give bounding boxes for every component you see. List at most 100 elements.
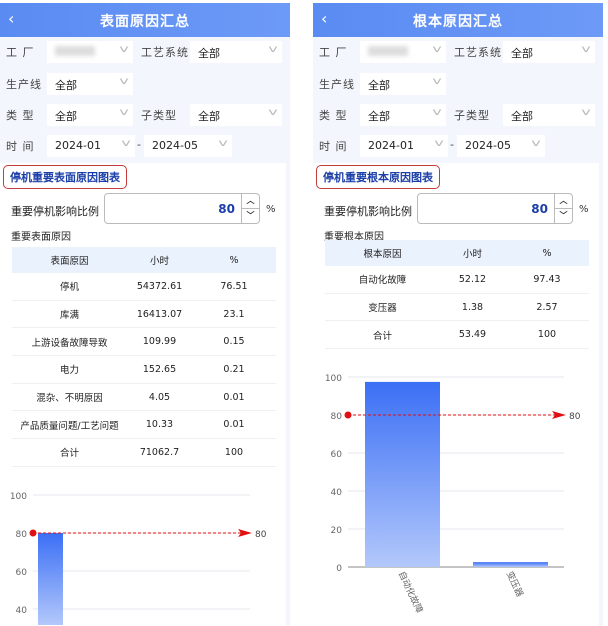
subtype-select[interactable]: 全部 v — [503, 104, 595, 126]
table-cell: 53.49 — [458, 329, 487, 341]
type-value: 全部 — [368, 110, 390, 123]
factory-value-blurred — [368, 46, 408, 56]
back-icon[interactable]: ‹ — [321, 9, 328, 28]
y-tick-label: 0 — [336, 564, 342, 574]
subtype-label: 子类型 — [141, 109, 177, 122]
time-from-value: 2024-01 — [368, 139, 414, 152]
cause-table: 根本原因 小时% 自动化故障 52.12 97.43 变压器 1.38 2.57 合计 53.49… — [325, 240, 589, 350]
process-value: 全部 — [511, 47, 533, 60]
threshold-label: 80 — [569, 412, 581, 422]
factory-select[interactable]: v — [360, 41, 446, 63]
back-icon[interactable]: ‹ — [8, 9, 15, 28]
chevron-down-icon: v — [432, 44, 442, 55]
line-select[interactable]: 全部 v — [360, 73, 446, 95]
table-cell: 100 — [537, 329, 557, 341]
ratio-input[interactable]: 80 ︿ ﹀ — [417, 193, 573, 224]
bar — [365, 381, 440, 567]
line-value: 全部 — [55, 79, 77, 92]
table-cell: 52.12 — [458, 273, 487, 285]
line-label: 生产线 — [319, 78, 355, 91]
time-label: 时 间 — [319, 140, 348, 153]
ratio-unit: % — [266, 204, 276, 215]
y-tick-label: 20 — [331, 526, 343, 536]
chevron-up-icon[interactable]: ︿ — [246, 196, 255, 205]
ratio-stepper[interactable]: ︿ ﹀ — [554, 194, 572, 223]
time-from-select[interactable]: 2024-01 v — [360, 135, 448, 157]
table-cell: 4.05 — [148, 391, 171, 403]
chevron-down-icon: v — [119, 44, 129, 55]
ratio-input[interactable]: 80 ︿ ﹀ — [104, 193, 260, 224]
type-select[interactable]: 全部 v — [47, 104, 133, 126]
y-tick-label: 40 — [331, 488, 343, 498]
table-title: 重要根本原因 — [324, 232, 384, 243]
subtype-value: 全部 — [511, 110, 533, 123]
chevron-down-icon: v — [581, 44, 591, 55]
table-cell: 变压器 — [368, 303, 397, 315]
table-row: 合计 71062.7 100 — [12, 439, 276, 467]
chevron-down-icon: v — [434, 138, 444, 149]
screen-root-causes: ‹ 根本原因汇总 工 厂 v 工艺系统 全部 v 生产线 全部 v 类 型 全部 v … — [313, 3, 603, 626]
table-cell: 合计 — [372, 330, 392, 342]
chevron-up-icon[interactable]: ︿ — [559, 196, 568, 205]
table-cell: 109.99 — [142, 336, 177, 348]
chart-card: 停机重要根本原因图表 重要停机影响比例 80 ︿ ﹀ % 重要根本原因 根本原因小… — [313, 163, 599, 626]
factory-value-blurred — [55, 46, 95, 56]
cause-table: 表面原因 小时% 停机 54372.61 76.51 库满 16413.07 23.1 上游设备… — [12, 247, 276, 467]
table-cell: 0.15 — [223, 336, 245, 348]
ratio-value: 80 — [531, 202, 548, 216]
chevron-down-icon: v — [121, 138, 131, 149]
time-separator: - — [137, 138, 142, 151]
factory-select[interactable]: v — [47, 41, 133, 63]
table-cell: 停机 — [59, 282, 79, 294]
table-row: 库满 16413.07 23.1 — [12, 301, 276, 329]
process-select[interactable]: 全部 v — [503, 41, 595, 63]
time-to-select[interactable]: 2024-05 v — [144, 135, 232, 157]
table-row: 停机 54372.61 76.51 — [12, 273, 276, 301]
time-to-select[interactable]: 2024-05 v — [457, 135, 545, 157]
table-cell: 1.38 — [461, 301, 484, 313]
type-select[interactable]: 全部 v — [360, 104, 446, 126]
threshold-dot — [29, 529, 37, 537]
pareto-chart: 40 60 80 100 80 — [10, 492, 267, 625]
table-row: 产品质量问题/工艺问题 10.33 0.01 — [12, 411, 276, 440]
chevron-down-icon: v — [581, 107, 591, 118]
time-separator: - — [450, 138, 455, 151]
subtype-select[interactable]: 全部 v — [190, 104, 282, 126]
time-to-value: 2024-05 — [465, 139, 511, 152]
table-cell: 库满 — [59, 310, 79, 322]
table-header: 根本原因 小时% — [325, 240, 589, 266]
table-cell: 0.01 — [223, 419, 245, 431]
table-header: 表面原因 小时% — [12, 247, 276, 273]
table-cell: 0.21 — [223, 363, 245, 375]
ratio-stepper[interactable]: ︿ ﹀ — [241, 194, 259, 223]
time-from-select[interactable]: 2024-01 v — [47, 135, 135, 157]
table-cell: 自动化故障 — [358, 275, 407, 287]
column-header: % — [542, 247, 552, 259]
table-cell: 76.51 — [220, 280, 248, 292]
table-cell: 23.1 — [223, 308, 245, 320]
chevron-down-icon: v — [119, 107, 129, 118]
y-tick-label: 40 — [16, 606, 28, 616]
process-select[interactable]: 全部 v — [190, 41, 282, 63]
table-row: 自动化故障 52.12 97.43 — [325, 266, 589, 294]
subtype-value: 全部 — [198, 110, 220, 123]
chevron-down-icon[interactable]: ﹀ — [242, 208, 259, 222]
table-cell: 0.01 — [223, 391, 245, 403]
factory-label: 工 厂 — [319, 46, 348, 59]
table-cell: 合计 — [59, 448, 79, 460]
table-cell: 100 — [224, 446, 244, 458]
threshold-dot — [344, 411, 352, 419]
header: ‹ 根本原因汇总 — [313, 3, 603, 37]
chevron-down-icon: v — [531, 138, 541, 149]
y-tick-label: 60 — [331, 450, 343, 460]
chevron-down-icon[interactable]: ﹀ — [555, 208, 572, 222]
chevron-down-icon: v — [432, 107, 442, 118]
ratio-unit: % — [579, 204, 589, 215]
page-title: 根本原因汇总 — [413, 14, 503, 30]
table-row: 合计 53.49 100 — [325, 321, 589, 350]
line-select[interactable]: 全部 v — [47, 73, 133, 95]
process-label: 工艺系统 — [454, 46, 502, 59]
bar — [38, 533, 63, 625]
time-label: 时 间 — [6, 140, 35, 153]
table-cell: 97.43 — [533, 273, 561, 285]
